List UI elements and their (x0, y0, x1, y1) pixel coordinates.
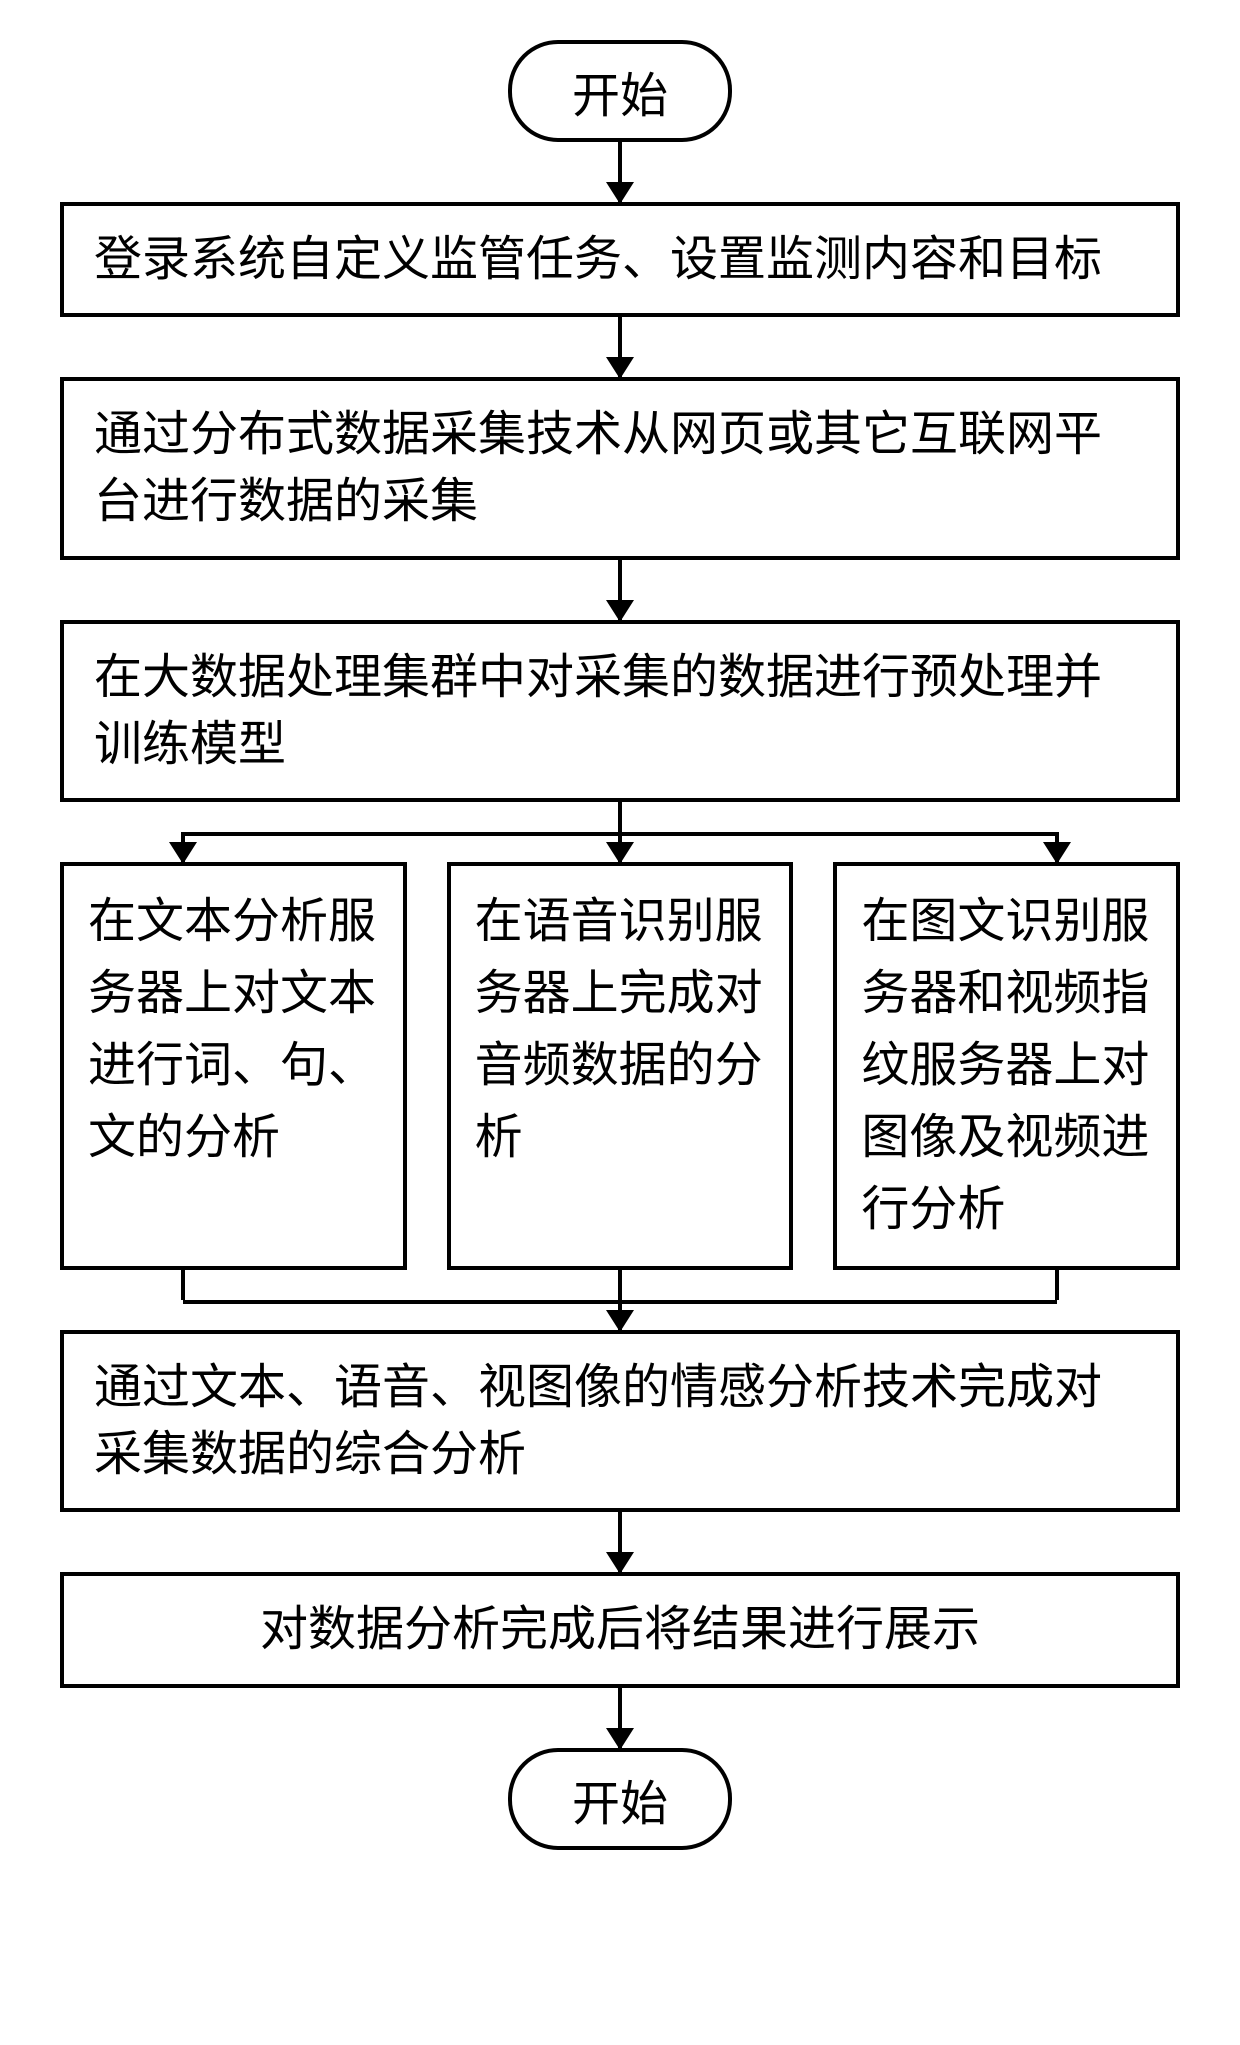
end-terminal: 开始 (508, 1748, 732, 1850)
start-label: 开始 (572, 70, 668, 123)
flowchart-container: 开始 登录系统自定义监管任务、设置监测内容和目标 通过分布式数据采集技术从网页或… (60, 40, 1180, 1850)
step1-label: 登录系统自定义监管任务、设置监测内容和目标 (94, 233, 1102, 286)
step5-process: 通过文本、语音、视图像的情感分析技术完成对采集数据的综合分析 (60, 1330, 1180, 1512)
step1-process: 登录系统自定义监管任务、设置监测内容和目标 (60, 202, 1180, 317)
branch-left-label: 在文本分析服务器上对文本进行词、句、文的分析 (88, 886, 379, 1174)
branch-center-label: 在语音识别服务器上完成对音频数据的分析 (475, 886, 766, 1174)
branch-boxes: 在文本分析服务器上对文本进行词、句、文的分析 在语音识别服务器上完成对音频数据的… (60, 862, 1180, 1270)
step5-label: 通过文本、语音、视图像的情感分析技术完成对采集数据的综合分析 (94, 1361, 1102, 1481)
branch-right-process: 在图文识别服务器和视频指纹服务器上对图像及视频进行分析 (833, 862, 1180, 1270)
branch-right-label: 在图文识别服务器和视频指纹服务器上对图像及视频进行分析 (861, 886, 1152, 1246)
step6-process: 对数据分析完成后将结果进行展示 (60, 1572, 1180, 1687)
end-label: 开始 (572, 1778, 668, 1831)
arrow-5 (618, 1512, 622, 1572)
step2-process: 通过分布式数据采集技术从网页或其它互联网平台进行数据的采集 (60, 377, 1180, 559)
arrow-1 (618, 142, 622, 202)
step3-label: 在大数据处理集群中对采集的数据进行预处理并训练模型 (94, 651, 1102, 771)
step2-label: 通过分布式数据采集技术从网页或其它互联网平台进行数据的采集 (94, 408, 1102, 528)
branch-center-process: 在语音识别服务器上完成对音频数据的分析 (447, 862, 794, 1270)
arrow-3 (618, 560, 622, 620)
arrow-6 (618, 1688, 622, 1748)
step3-process: 在大数据处理集群中对采集的数据进行预处理并训练模型 (60, 620, 1180, 802)
branch-split (60, 802, 1180, 862)
start-terminal: 开始 (508, 40, 732, 142)
step6-label: 对数据分析完成后将结果进行展示 (260, 1603, 980, 1656)
branch-container: 在文本分析服务器上对文本进行词、句、文的分析 在语音识别服务器上完成对音频数据的… (60, 802, 1180, 1330)
branch-merge (60, 1270, 1180, 1330)
arrow-2 (618, 317, 622, 377)
branch-left-process: 在文本分析服务器上对文本进行词、句、文的分析 (60, 862, 407, 1270)
